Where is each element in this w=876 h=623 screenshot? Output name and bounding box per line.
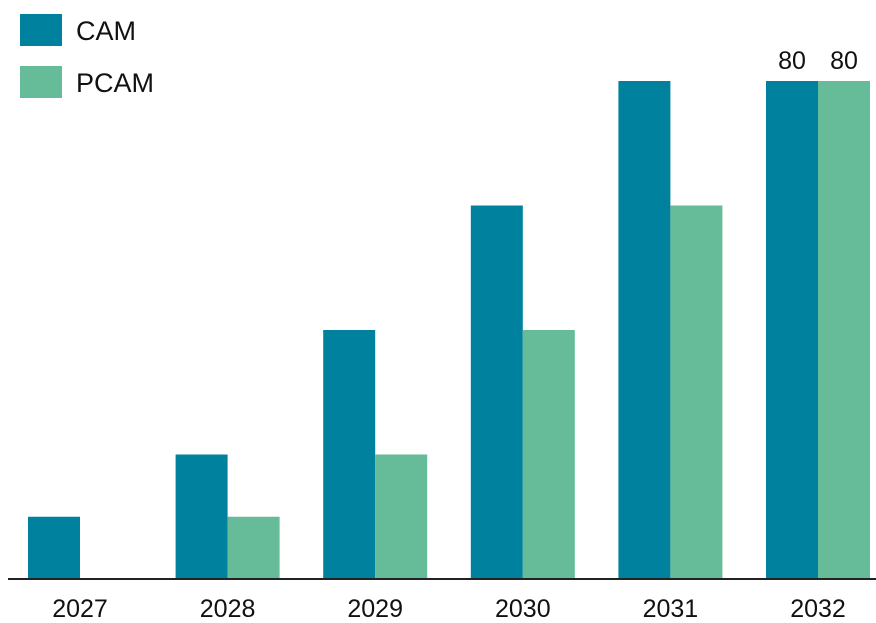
bar-pcam-2028 [227, 516, 280, 579]
data-label-cam-2032: 80 [778, 47, 806, 75]
bar-cam-2027 [28, 516, 80, 579]
bar-pcam-2030 [522, 330, 575, 579]
x-tick-label-2028: 2028 [200, 595, 256, 623]
x-axis-ticks: 2027 2028 2029 2030 2031 2032 [52, 595, 846, 623]
bar-pcam-2029 [375, 454, 428, 579]
data-label-pcam-2032: 80 [830, 47, 858, 75]
x-tick-label-2032: 2032 [790, 595, 846, 623]
legend-swatch-cam [20, 14, 62, 46]
bar-pcam-2031 [670, 205, 723, 579]
bar-cam-2031 [618, 81, 671, 579]
legend-label-pcam: PCAM [76, 68, 154, 98]
legend: CAM PCAM [20, 14, 154, 98]
bar-cam-2032 [766, 81, 818, 579]
bar-cam-2030 [470, 205, 523, 579]
bar-pcam-2032 [818, 81, 870, 579]
bars [28, 81, 870, 579]
x-tick-label-2027: 2027 [52, 595, 108, 623]
legend-swatch-pcam [20, 66, 62, 98]
x-tick-label-2029: 2029 [347, 595, 403, 623]
data-labels: 80 80 [778, 47, 858, 75]
legend-label-cam: CAM [76, 16, 136, 46]
bar-cam-2029 [323, 330, 376, 579]
bar-cam-2028 [175, 454, 228, 579]
x-tick-label-2031: 2031 [643, 595, 699, 623]
x-tick-label-2030: 2030 [495, 595, 551, 623]
